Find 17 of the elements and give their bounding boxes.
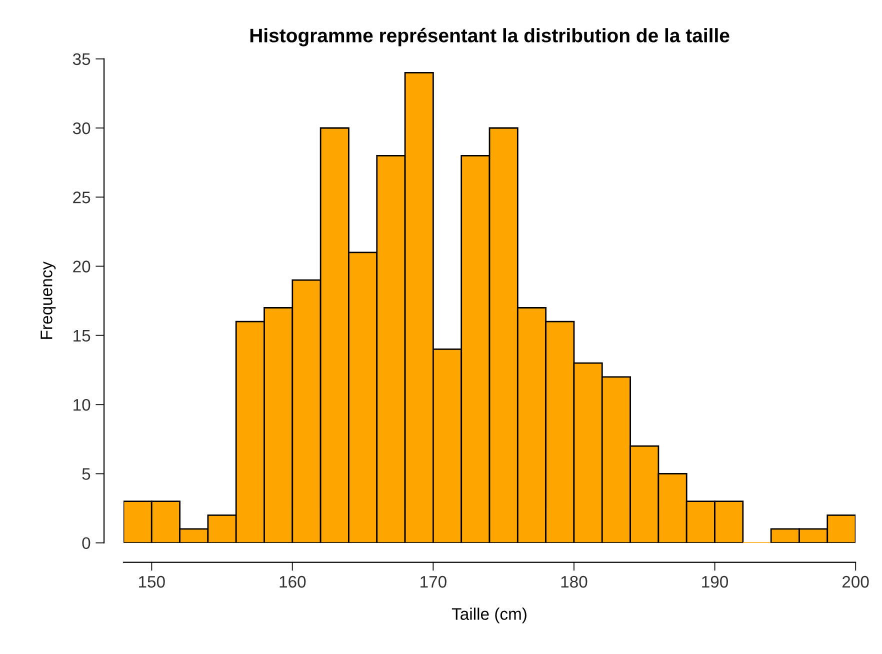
y-tick-label: 0	[82, 537, 90, 550]
x-tick-label: 160	[280, 576, 306, 588]
y-tick-label: 10	[74, 398, 90, 411]
y-tick-label: 15	[74, 330, 90, 342]
x-tick-label: 170	[420, 576, 446, 588]
y-tick-label: 25	[73, 192, 90, 204]
x-tick-label: 200	[842, 576, 869, 588]
y-axis-title: Frequency	[40, 261, 56, 339]
x-tick-label: 150	[139, 576, 165, 588]
y-tick-label: 35	[72, 53, 90, 66]
x-tick-label: 190	[702, 576, 728, 588]
y-tick-label: 20	[73, 260, 90, 272]
x-axis-title: Taille (cm)	[452, 608, 526, 624]
x-tick-label: 180	[561, 576, 588, 588]
y-tick-label: 5	[82, 468, 90, 480]
chart-title: Histogramme représentant la distribution de la taille	[250, 28, 730, 46]
y-tick-label: 30	[72, 122, 90, 134]
